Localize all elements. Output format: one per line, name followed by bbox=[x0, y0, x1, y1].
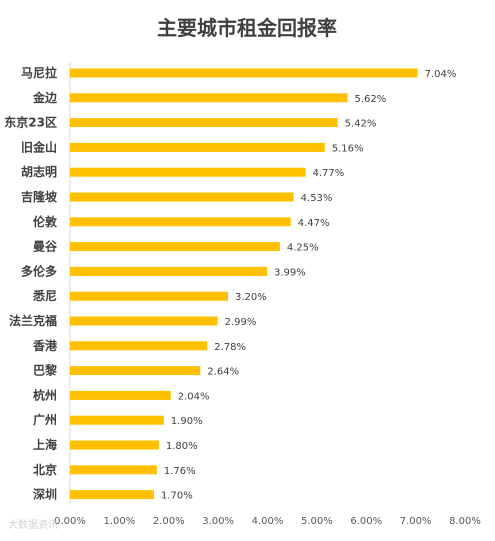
data-label: 7.04% bbox=[425, 69, 457, 80]
category-label: 曼谷 bbox=[33, 239, 58, 254]
bar bbox=[70, 118, 338, 128]
category-label: 吉隆坡 bbox=[21, 189, 58, 204]
x-tick-label: 0.00% bbox=[54, 516, 86, 527]
data-label: 2.99% bbox=[225, 317, 257, 328]
category-label: 法兰克福 bbox=[9, 313, 57, 328]
category-label: 深圳 bbox=[33, 487, 57, 502]
bar bbox=[70, 415, 164, 425]
x-ticks-layer: 0.00% 1.00% 2.00% 3.00% 4.00% 5.00% 6.00% 7.00%… bbox=[54, 516, 481, 527]
category-label: 旧金山 bbox=[21, 139, 57, 154]
chart-title: 主要城市租金回报率 bbox=[157, 16, 337, 40]
data-label: 5.16% bbox=[332, 143, 364, 154]
category-label: 上海 bbox=[33, 437, 57, 452]
category-label: 金边 bbox=[32, 90, 58, 105]
data-label: 2.04% bbox=[178, 391, 210, 402]
bar bbox=[70, 68, 418, 78]
x-tick-label: 6.00% bbox=[350, 516, 382, 527]
bar bbox=[70, 242, 280, 252]
data-label: 3.20% bbox=[235, 292, 267, 303]
data-label: 1.80% bbox=[166, 441, 198, 452]
bar bbox=[70, 93, 348, 103]
bar bbox=[70, 266, 268, 276]
bar bbox=[70, 341, 208, 351]
bar bbox=[70, 316, 218, 326]
data-label: 5.42% bbox=[345, 119, 377, 130]
bar bbox=[70, 465, 157, 475]
category-label: 杭州 bbox=[33, 387, 57, 402]
data-label: 4.77% bbox=[313, 168, 345, 179]
x-tick-label: 2.00% bbox=[153, 516, 185, 527]
watermark: 大数据资讯 bbox=[8, 520, 58, 531]
bar bbox=[70, 291, 228, 301]
category-label: 香港 bbox=[32, 338, 58, 353]
data-label: 4.53% bbox=[301, 193, 333, 204]
category-label: 悉尼 bbox=[32, 288, 57, 303]
category-label: 东京23区 bbox=[4, 115, 57, 130]
bars-layer: 马尼拉 7.04% 金边 5.62% 东京23区 5.42% 旧金山 5.16% 胡志明 4.77… bbox=[4, 65, 456, 502]
bar bbox=[70, 142, 325, 152]
data-label: 2.64% bbox=[207, 367, 239, 378]
bar bbox=[70, 217, 291, 227]
bar bbox=[70, 366, 201, 376]
bar bbox=[70, 390, 171, 400]
category-label: 伦敦 bbox=[33, 214, 58, 229]
category-label: 北京 bbox=[33, 462, 57, 477]
bar bbox=[70, 440, 159, 450]
category-label: 马尼拉 bbox=[21, 65, 57, 80]
category-label: 多伦多 bbox=[21, 263, 57, 278]
x-tick-label: 8.00% bbox=[449, 516, 481, 527]
x-tick-label: 3.00% bbox=[202, 516, 234, 527]
bar bbox=[70, 192, 294, 202]
x-tick-label: 4.00% bbox=[252, 516, 284, 527]
data-label: 2.78% bbox=[214, 342, 246, 353]
category-label: 胡志明 bbox=[21, 164, 57, 179]
data-label: 1.90% bbox=[171, 416, 203, 427]
x-tick-label: 7.00% bbox=[400, 516, 432, 527]
category-label: 广州 bbox=[33, 412, 57, 427]
x-tick-label: 1.00% bbox=[103, 516, 135, 527]
data-label: 5.62% bbox=[354, 94, 386, 105]
data-label: 1.76% bbox=[164, 466, 196, 477]
data-label: 3.99% bbox=[274, 267, 306, 278]
bar bbox=[70, 167, 306, 177]
category-label: 巴黎 bbox=[33, 363, 57, 378]
bar bbox=[70, 490, 154, 500]
data-label: 4.47% bbox=[298, 218, 330, 229]
x-tick-label: 5.00% bbox=[301, 516, 333, 527]
data-label: 1.70% bbox=[161, 491, 193, 502]
data-label: 4.25% bbox=[287, 243, 319, 254]
